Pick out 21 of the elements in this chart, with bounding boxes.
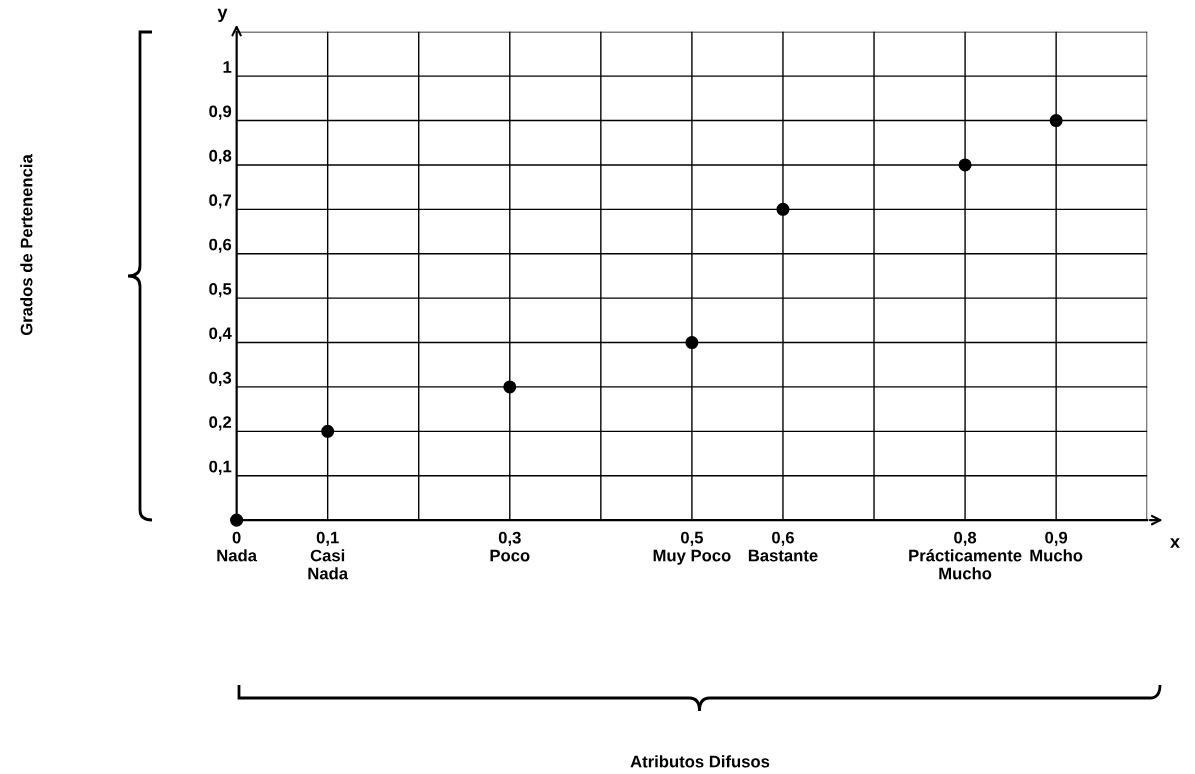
y-tick-label: 0,8 <box>209 149 232 165</box>
y-tick-label: 0,4 <box>209 327 232 342</box>
x-tick-label: 0 Nada <box>217 531 258 562</box>
x-tick-label: 0,1 Casi Nada <box>308 531 349 580</box>
x-axis-title: x <box>1170 538 1180 548</box>
y-tick-label: 0,1 <box>209 460 232 475</box>
x-tick-label: 0,3 Poco <box>490 531 530 562</box>
x-tick-label: 0,8 Prácticamente Mucho <box>909 531 1022 580</box>
y-tick-label: 0,7 <box>209 194 232 209</box>
x-tick-label: 0,9 Mucho <box>1030 531 1083 562</box>
y-tick-label: 1 <box>223 61 232 73</box>
x-tick-label: 0,5 Muy Poco <box>653 531 731 565</box>
y-tick-label: 0,9 <box>209 105 232 120</box>
y-tick-label: 0,2 <box>209 416 232 431</box>
text: Atributos Difusos <box>630 755 770 768</box>
text: Grados de Pertenencia <box>20 154 33 336</box>
y-tick-label: 0,5 <box>209 283 232 298</box>
x-tick-label: 0,6 Bastante <box>748 531 818 562</box>
y-axis-title: y <box>217 8 228 22</box>
y-tick-label: 0,6 <box>209 238 232 253</box>
y-tick-label: 0,3 <box>209 371 232 387</box>
